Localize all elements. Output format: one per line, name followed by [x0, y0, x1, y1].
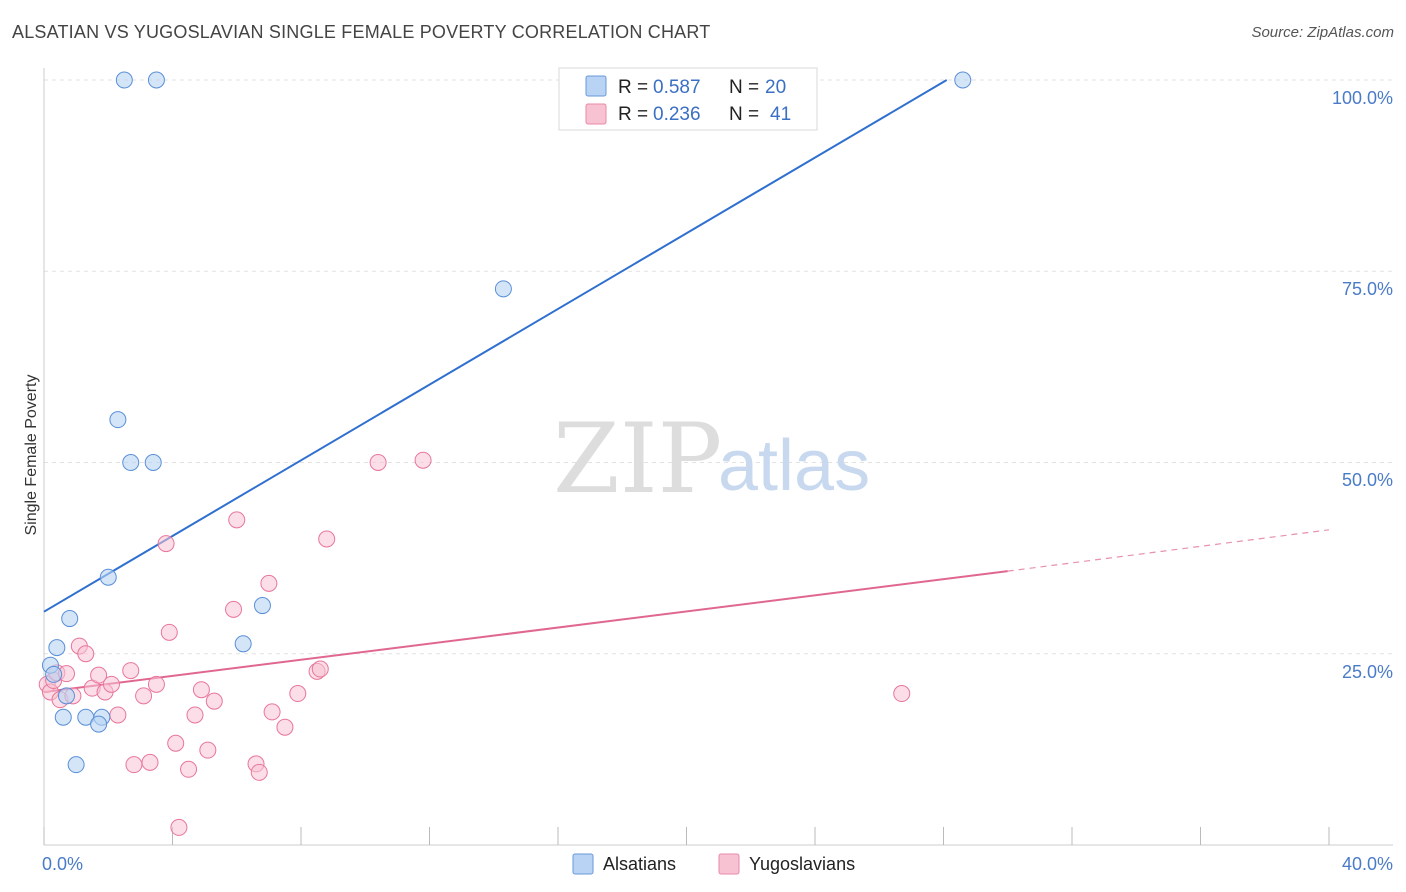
point-yugoslavians-16 — [135, 687, 153, 705]
y-axis-label: Single Female Poverty — [23, 375, 40, 536]
point-yugoslavians-20 — [160, 623, 178, 641]
point-yugoslavians-14 — [122, 662, 140, 680]
source-label: Source: ZipAtlas.com — [1251, 24, 1394, 41]
point-yugoslavians-15 — [125, 756, 143, 774]
point-alsatians-9 — [61, 610, 79, 628]
y-tick-label-50: 50.0% — [1342, 470, 1393, 490]
point-alsatians-15 — [54, 708, 72, 726]
y-tick-label-75: 75.0% — [1342, 279, 1393, 299]
trend-lines — [43, 79, 1330, 693]
point-yugoslavians-41 — [893, 685, 911, 703]
legend-n-label-alsatians: N = — [729, 77, 759, 98]
chart-title: ALSATIAN VS YUGOSLAVIAN SINGLE FEMALE PO… — [12, 22, 711, 42]
x-tick-label-max: 40.0% — [1342, 854, 1393, 874]
point-alsatians-0 — [115, 71, 133, 89]
bottom-legend-label-yugoslavians: Yugoslavians — [749, 854, 855, 874]
legend-swatch-yugoslavians — [585, 103, 607, 125]
point-yugoslavians-34 — [276, 718, 294, 736]
point-yugoslavians-24 — [186, 706, 204, 724]
point-yugoslavians-25 — [192, 681, 210, 699]
point-yugoslavians-21 — [167, 734, 185, 752]
point-alsatians-6 — [144, 454, 162, 471]
point-yugoslavians-27 — [205, 692, 223, 710]
point-yugoslavians-26 — [199, 741, 217, 759]
point-yugoslavians-29 — [228, 511, 246, 529]
point-yugoslavians-12 — [102, 675, 120, 693]
point-yugoslavians-38 — [318, 530, 336, 548]
legend-r-value-alsatians: 0.587 — [653, 77, 701, 98]
point-alsatians-14 — [57, 687, 75, 705]
bottom-legend-label-alsatians: Alsatians — [603, 854, 676, 874]
point-alsatians-2 — [954, 71, 972, 89]
y-tick-label-25: 25.0% — [1342, 662, 1393, 682]
point-alsatians-13 — [45, 665, 63, 683]
point-yugoslavians-28 — [225, 600, 243, 618]
legend-n-label-yugoslavians: N = — [729, 104, 759, 125]
watermark-atlas: atlas — [718, 426, 870, 506]
point-yugoslavians-10 — [90, 666, 108, 684]
point-alsatians-1 — [147, 71, 165, 89]
point-alsatians-3 — [494, 280, 512, 298]
legend-r-label-yugoslavians: R = — [618, 104, 648, 125]
bottom-legend-swatch-alsatians — [572, 853, 594, 875]
point-yugoslavians-32 — [260, 574, 278, 592]
x-tick-label-min: 0.0% — [42, 854, 83, 874]
point-yugoslavians-23 — [180, 760, 198, 778]
point-yugoslavians-35 — [289, 685, 307, 703]
legend-swatch-alsatians — [585, 75, 607, 97]
point-yugoslavians-22 — [170, 818, 188, 836]
watermark-zip: ZIP — [553, 403, 722, 515]
point-yugoslavians-40 — [414, 451, 432, 469]
point-alsatians-4 — [109, 411, 127, 429]
point-yugoslavians-18 — [147, 675, 165, 693]
bottom-legend: Alsatians Yugoslavians — [572, 853, 855, 875]
legend-n-value-alsatians: 20 — [765, 77, 786, 98]
legend-r-label-alsatians: R = — [618, 77, 648, 98]
point-alsatians-8 — [253, 597, 271, 615]
point-yugoslavians-37 — [311, 660, 329, 678]
point-alsatians-18 — [90, 715, 108, 733]
point-alsatians-19 — [67, 756, 85, 774]
point-yugoslavians-17 — [141, 753, 159, 771]
legend-n-value-yugoslavians: 41 — [770, 104, 791, 125]
point-alsatians-7 — [99, 568, 117, 586]
point-yugoslavians-31 — [250, 763, 268, 781]
axis-ticks — [43, 827, 1330, 845]
bottom-legend-swatch-yugoslavians — [718, 853, 740, 875]
data-points — [38, 71, 972, 836]
point-yugoslavians-13 — [109, 706, 127, 724]
trend-line-yugoslavians-extension — [1007, 529, 1330, 572]
trend-line-yugoslavians — [43, 570, 1008, 693]
trend-line-alsatians — [43, 79, 948, 613]
point-alsatians-10 — [234, 635, 252, 653]
legend: R = 0.587 N = 20 R = 0.236 N = 41 — [558, 67, 818, 131]
point-alsatians-5 — [122, 454, 140, 471]
point-yugoslavians-33 — [263, 703, 281, 721]
point-alsatians-11 — [48, 639, 66, 657]
legend-r-value-yugoslavians: 0.236 — [653, 104, 701, 125]
y-tick-label-100: 100.0% — [1332, 88, 1393, 108]
point-yugoslavians-39 — [369, 454, 387, 471]
point-yugoslavians-8 — [77, 645, 95, 663]
point-yugoslavians-19 — [157, 535, 175, 553]
